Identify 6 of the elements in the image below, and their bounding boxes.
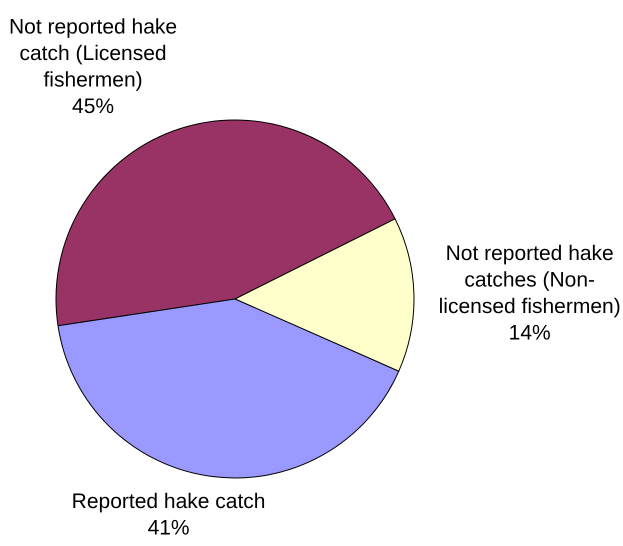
slice-label: Not reported hake catches (Non-licensed fishermen) (438, 242, 621, 318)
data-label: 41% (148, 516, 190, 540)
slice-label: Reported hake catch (72, 490, 266, 514)
slice-label: Not reported hake catch (Licensed fishermen) (8, 15, 178, 92)
data-label: 45% (72, 94, 114, 118)
data-label: 14% (508, 322, 551, 345)
